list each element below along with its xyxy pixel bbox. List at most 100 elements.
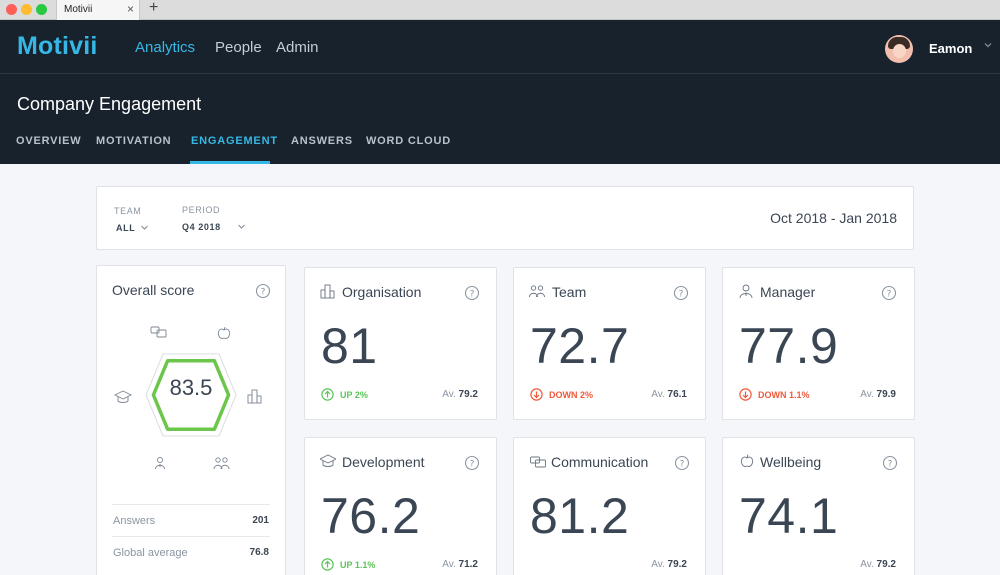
page-title: Company Engagement [17, 94, 202, 114]
category-title: Organisation [342, 284, 422, 300]
category-card-organisation[interactable]: Organisation ? 81 UP 2% Av. 79.2 [304, 267, 497, 420]
category-score: 72.7 [530, 318, 630, 374]
trend-label: DOWN 1.1% [758, 390, 810, 400]
tab-motivation[interactable]: MOTIVATION [96, 135, 172, 147]
chevron-down-icon[interactable] [237, 222, 246, 231]
tab-overview[interactable]: OVERVIEW [16, 135, 82, 147]
category-score: 81.2 [530, 488, 630, 544]
svg-text:?: ? [887, 290, 892, 300]
arrow-down-circle-icon [739, 388, 752, 401]
average-value: 71.2 [458, 559, 478, 570]
trend-label: UP 1.1% [340, 560, 376, 570]
nav-people[interactable]: People [215, 39, 262, 56]
overall-score-card: Overall score ? [96, 265, 286, 575]
category-average: Av. 79.9 [860, 389, 896, 400]
average-value: 79.2 [458, 389, 478, 400]
app-header: Motivii Analytics People Admin Eamon Com… [0, 20, 1000, 164]
category-average: Av. 79.2 [442, 389, 478, 400]
trend-label: UP 2% [340, 390, 368, 400]
svg-text:?: ? [680, 460, 685, 470]
category-card-wellbeing[interactable]: Wellbeing ? 74.1 Av. 79.2 [722, 437, 915, 575]
date-range: Oct 2018 - Jan 2018 [770, 210, 897, 226]
overall-score-value: 83.5 [169, 375, 213, 400]
category-average: Av. 79.2 [860, 559, 896, 570]
stat-value: 76.8 [249, 547, 269, 558]
browser-tab[interactable]: Motivii × [56, 0, 140, 20]
close-window-button[interactable] [6, 4, 17, 15]
stat-label: Global average [113, 547, 188, 559]
stat-row-answers: Answers 201 [112, 504, 270, 530]
nav-admin[interactable]: Admin [276, 39, 319, 56]
category-card-communication[interactable]: Communication ? 81.2 Av. 79.2 [513, 437, 706, 575]
help-icon[interactable]: ? [882, 455, 898, 471]
category-average: Av. 71.2 [442, 559, 478, 570]
team-icon [529, 285, 545, 298]
category-title: Communication [551, 454, 649, 470]
tab-answers[interactable]: ANSWERS [291, 135, 353, 147]
browser-tab-title: Motivii [64, 4, 93, 15]
arrow-up-circle-icon [321, 388, 334, 401]
radar-score-shape [151, 359, 231, 431]
category-card-team[interactable]: Team ? 72.7 DOWN 2% Av. 76.1 [513, 267, 706, 420]
category-title: Team [552, 284, 587, 300]
speech-bubbles-icon [150, 326, 167, 338]
category-average: Av. 76.1 [651, 389, 687, 400]
arrow-down-circle-icon [530, 388, 543, 401]
period-filter-value[interactable]: Q4 2018 [182, 222, 221, 232]
close-tab-icon[interactable]: × [126, 2, 134, 16]
new-tab-button[interactable]: + [149, 0, 159, 16]
average-value: 79.2 [876, 559, 896, 570]
average-value: 76.1 [667, 389, 687, 400]
help-icon[interactable]: ? [673, 285, 689, 301]
average-label: Av. [442, 389, 456, 400]
stat-value: 201 [252, 515, 269, 526]
period-filter-label: PERIOD [182, 205, 221, 215]
help-icon[interactable]: ? [464, 285, 480, 301]
average-label: Av. [442, 559, 456, 570]
apple-icon [740, 454, 754, 467]
category-score: 74.1 [739, 488, 839, 544]
stat-label: Answers [113, 515, 156, 527]
category-average: Av. 79.2 [651, 559, 687, 570]
tab-word-cloud[interactable]: WORD CLOUD [366, 135, 451, 147]
trend-label: DOWN 2% [549, 390, 594, 400]
category-title: Wellbeing [760, 454, 822, 470]
manager-icon [739, 284, 753, 299]
nav-analytics[interactable]: Analytics [135, 39, 196, 56]
average-label: Av. [860, 559, 874, 570]
apple-icon [217, 326, 231, 339]
building-icon [320, 284, 335, 299]
tab-engagement[interactable]: ENGAGEMENT [191, 135, 278, 147]
radar-outline [145, 353, 237, 437]
stat-row-global-average: Global average 76.8 [112, 536, 270, 562]
category-score: 81 [321, 318, 378, 374]
category-card-manager[interactable]: Manager ? 77.9 DOWN 1.1% Av. 79.9 [722, 267, 915, 420]
building-icon [247, 389, 262, 404]
avatar[interactable] [885, 35, 913, 63]
overall-score-title: Overall score [112, 282, 195, 298]
category-score: 76.2 [321, 488, 421, 544]
svg-text:?: ? [261, 288, 266, 298]
motivii-logo[interactable]: Motivii [17, 32, 98, 60]
average-label: Av. [860, 389, 874, 400]
average-value: 79.2 [667, 559, 687, 570]
browser-tab-bar: Motivii × + [0, 0, 1000, 20]
graduation-cap-icon [113, 390, 133, 403]
help-icon[interactable]: ? [255, 283, 271, 299]
category-title: Development [342, 454, 425, 470]
average-label: Av. [651, 559, 665, 570]
average-value: 79.9 [876, 389, 896, 400]
svg-text:?: ? [470, 290, 475, 300]
chevron-down-icon[interactable] [984, 41, 992, 49]
help-icon[interactable]: ? [881, 285, 897, 301]
help-icon[interactable]: ? [464, 455, 480, 471]
team-filter-value[interactable]: ALL [116, 223, 136, 233]
minimize-window-button[interactable] [21, 4, 32, 15]
category-card-development[interactable]: Development ? 76.2 UP 1.1% Av. 71.2 [304, 437, 497, 575]
radar-chart [113, 326, 262, 470]
user-name[interactable]: Eamon [929, 41, 973, 56]
chevron-down-icon[interactable] [140, 223, 149, 232]
help-icon[interactable]: ? [674, 455, 690, 471]
team-filter-label: TEAM [114, 206, 142, 216]
maximize-window-button[interactable] [36, 4, 47, 15]
